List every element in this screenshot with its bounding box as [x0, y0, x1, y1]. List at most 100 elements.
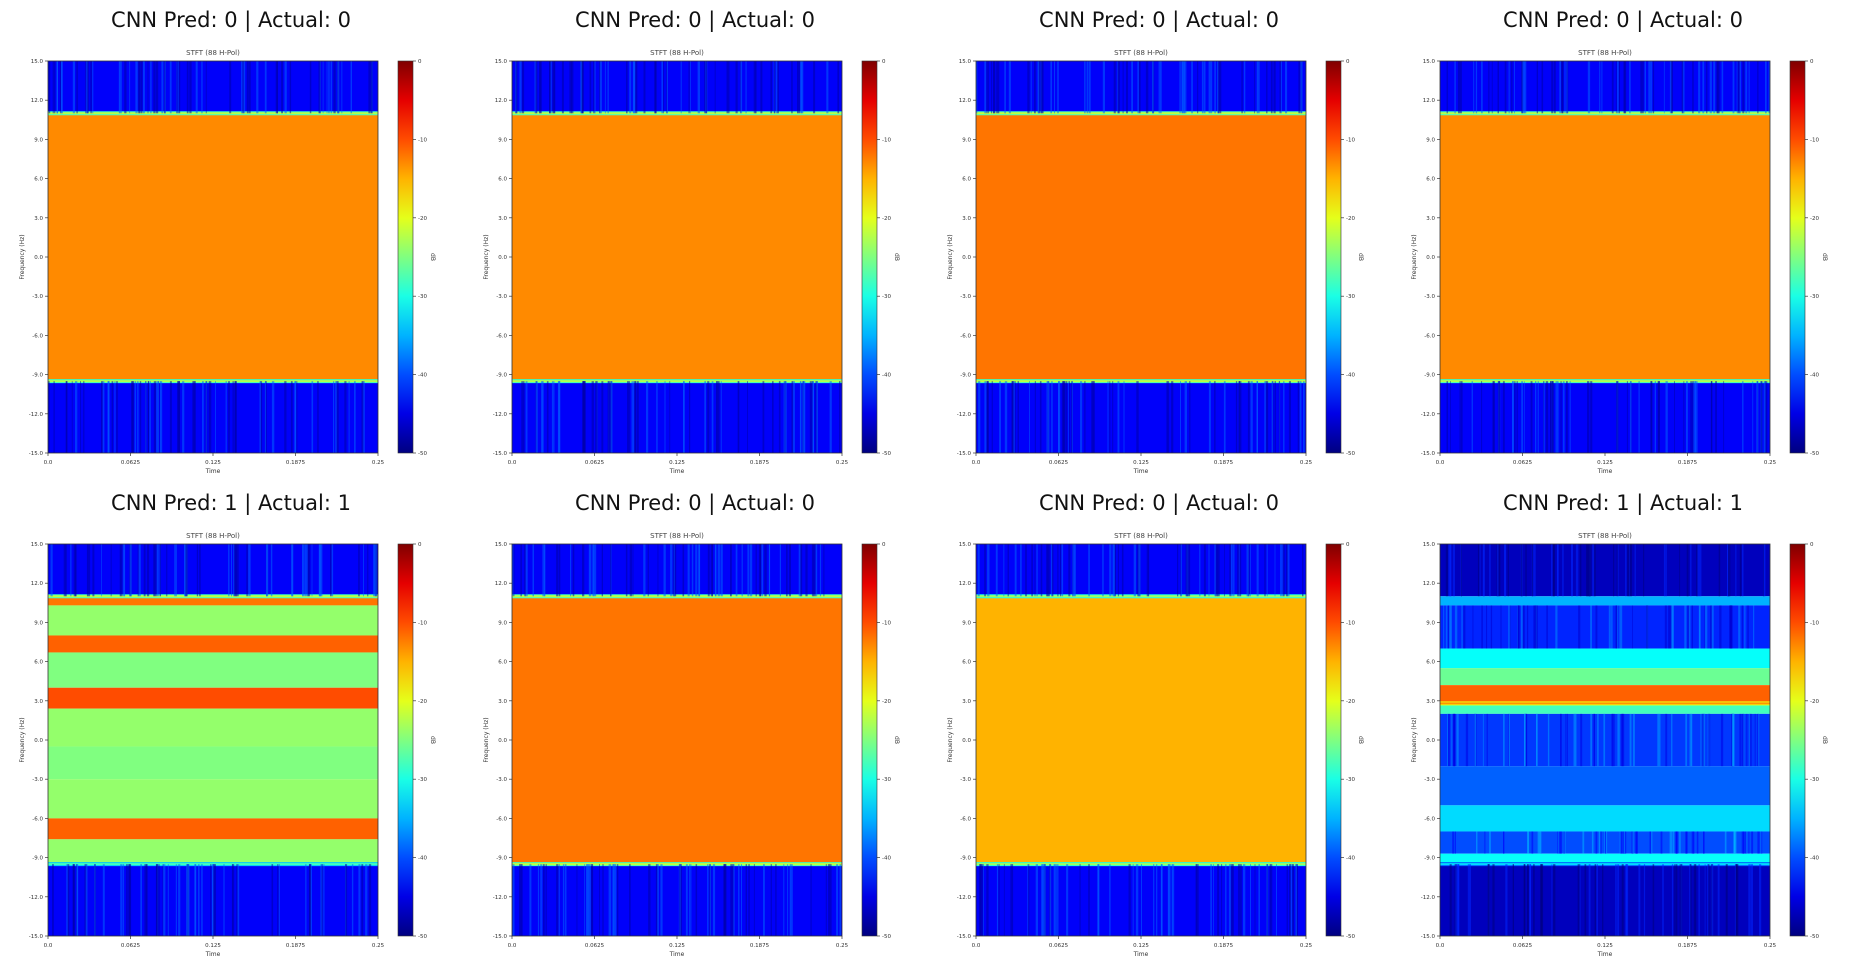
heatmap-streak [1102, 544, 1104, 597]
heatmap-streak [1522, 61, 1525, 114]
heatmap-streak [138, 544, 141, 597]
heatmap-streak [666, 61, 668, 114]
heatmap-streak [362, 381, 365, 453]
heatmap-streak [129, 544, 132, 597]
heatmap-streak [683, 381, 685, 453]
heatmap-streak [1533, 605, 1536, 649]
heatmap-streak [839, 381, 841, 453]
x-tick-label: 0.125 [205, 943, 221, 949]
colorbar-tick-label: -30 [882, 777, 891, 783]
x-axis-label: Time [669, 951, 685, 958]
heatmap-streak [811, 544, 814, 597]
heatmap-streak [1010, 864, 1013, 936]
heatmap-streak [594, 544, 597, 597]
heatmap-streak [991, 61, 993, 114]
heatmap-streak [634, 381, 637, 453]
heatmap-streak [1534, 605, 1536, 649]
heatmap-streak [321, 864, 323, 936]
heatmap-streak [589, 544, 592, 597]
heatmap-band [48, 113, 378, 382]
heatmap-streak [1619, 831, 1621, 854]
heatmap-streak [1486, 713, 1488, 767]
heatmap-streak [1042, 864, 1045, 936]
y-axis-label: Frequency (Hz) [947, 234, 954, 279]
y-tick-label: 6.0 [1426, 177, 1435, 183]
heatmap-streak [545, 864, 547, 936]
colorbar-tick-label: 0 [418, 542, 422, 548]
heatmap-streak [733, 864, 735, 936]
heatmap-streak [1597, 713, 1599, 767]
colorbar-tick-label: -20 [1346, 216, 1355, 222]
heatmap-streak [194, 864, 197, 936]
heatmap-streak [768, 544, 770, 597]
colorbar-tick-label: -30 [1346, 294, 1355, 300]
heatmap-streak [673, 544, 675, 597]
heatmap-streak [1243, 61, 1246, 114]
heatmap-streak [1643, 544, 1645, 597]
colorbar-label: dB [429, 736, 436, 744]
heatmap-streak [750, 544, 753, 597]
heatmap-streak [322, 61, 324, 114]
y-tick-label: 9.0 [1426, 620, 1435, 626]
heatmap-streak [777, 61, 779, 114]
heatmap-streak [1691, 831, 1694, 854]
chart-subtitle: STFT (88 H-Pol) [650, 532, 704, 540]
colorbar-tick-label: -50 [1810, 451, 1819, 457]
heatmap-streak [52, 864, 54, 936]
heatmap-streak [1203, 61, 1206, 114]
heatmap-streak [1508, 61, 1510, 114]
heatmap-streak [1454, 713, 1456, 767]
heatmap-streak [1138, 544, 1141, 597]
heatmap-streak [1738, 605, 1741, 649]
heatmap-streak [1160, 864, 1163, 936]
heatmap-streak [231, 544, 232, 597]
heatmap-streak [1452, 544, 1455, 597]
heatmap-streak [1054, 864, 1057, 936]
heatmap-streak [1029, 381, 1030, 453]
spectrogram-chart: STFT (88 H-Pol) 15.0 12.0 9.0 6.0 3.0 0.0 -3.0 -… [947, 49, 1364, 475]
heatmap-streak [1219, 61, 1222, 114]
heatmap-streak [695, 544, 698, 597]
colorbar-label: dB [1821, 736, 1828, 744]
heatmap-edge [512, 112, 842, 115]
heatmap-streak [178, 61, 181, 114]
heatmap-streak [1567, 713, 1568, 767]
heatmap-streak [1654, 381, 1656, 453]
heatmap-streak [680, 864, 682, 936]
heatmap-streak [571, 61, 574, 114]
colorbar-tick-label: -20 [882, 216, 891, 222]
heatmap-streak [1481, 605, 1483, 649]
heatmap-streak [1167, 381, 1170, 453]
heatmap-streak [520, 864, 522, 936]
chart-panel-4: CNN Pred: 0 | Actual: 0 STFT (88 H-Pol) 15… [1392, 0, 1850, 486]
heatmap-streak [1256, 61, 1258, 114]
heatmap-streak [1579, 544, 1582, 597]
heatmap-streak [1233, 544, 1235, 597]
heatmap-streak [1744, 605, 1746, 649]
heatmap-streak [1696, 831, 1699, 854]
heatmap-streak [829, 381, 832, 453]
heatmap-streak [1228, 864, 1231, 936]
heatmap-streak [1180, 381, 1181, 453]
heatmap-band [1440, 668, 1770, 686]
heatmap-streak [741, 544, 743, 597]
heatmap-streak [1254, 61, 1255, 114]
x-tick-label: 0.0 [508, 460, 517, 466]
heatmap-streak [320, 544, 323, 597]
heatmap-streak [1467, 864, 1469, 936]
heatmap-streak [515, 61, 518, 114]
y-tick-label: 15.0 [959, 542, 972, 548]
heatmap-streak [1003, 864, 1005, 936]
heatmap-streak [551, 381, 554, 453]
heatmap-streak [345, 864, 348, 936]
heatmap-streak [1711, 381, 1713, 453]
heatmap-streak [610, 381, 613, 453]
heatmap-streak [1742, 544, 1744, 597]
heatmap-streak [718, 544, 721, 597]
heatmap-streak [735, 61, 738, 114]
heatmap-streak [138, 61, 140, 114]
heatmap-streak [775, 61, 778, 114]
heatmap-streak [1732, 61, 1735, 114]
heatmap-cells [976, 544, 1306, 936]
heatmap-streak [1171, 381, 1174, 453]
